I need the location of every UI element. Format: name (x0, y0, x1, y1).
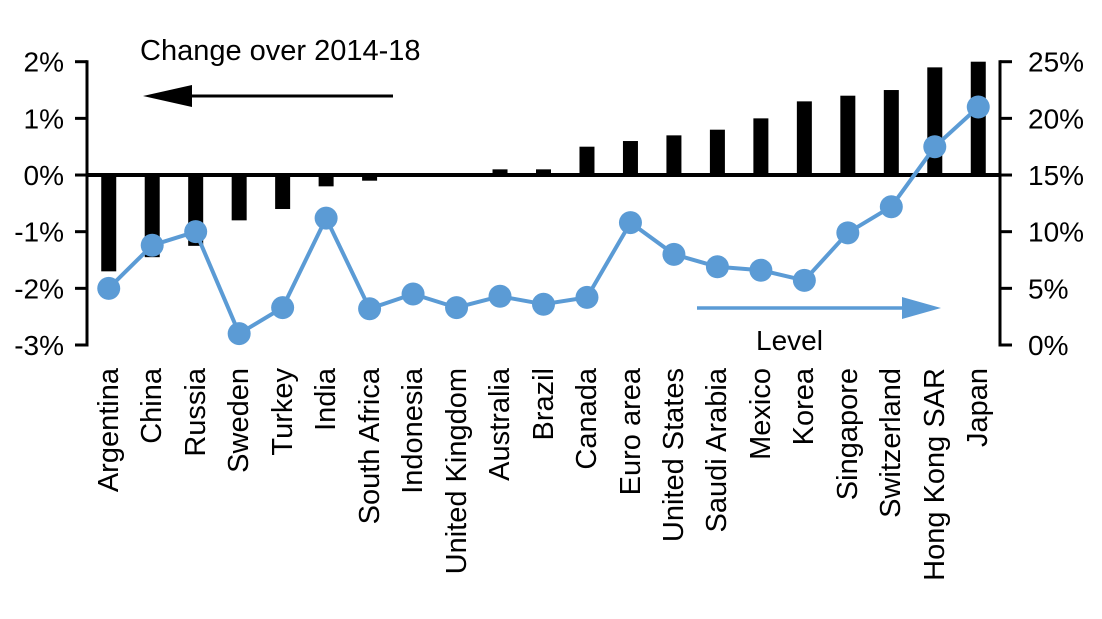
level-marker-south-africa (358, 297, 382, 321)
level-marker-saudi-arabia (705, 255, 729, 279)
right-axis-tick-label: 15% (1028, 160, 1084, 191)
x-axis-label-australia: Australia (484, 368, 516, 481)
level-marker-euro-area (618, 211, 642, 235)
level-marker-united-states (662, 242, 686, 266)
x-axis-label-china: China (136, 368, 169, 444)
level-marker-turkey (271, 296, 295, 320)
x-axis-label-euro-area: Euro area (614, 368, 647, 496)
level-marker-japan (966, 95, 990, 119)
x-axis-label-indonesia: Indonesia (397, 368, 430, 494)
level-series-label: Level (756, 325, 823, 356)
right-axis-tick-label: 20% (1028, 103, 1084, 134)
left-axis-tick-label: -3% (14, 330, 64, 361)
change-bar-switzerland (883, 90, 899, 176)
x-axis-label-korea: Korea (788, 368, 821, 446)
level-marker-india (314, 206, 338, 230)
right-axis-tick-label: 0% (1028, 330, 1068, 361)
left-axis-tick-label: 2% (24, 47, 64, 78)
level-marker-korea (792, 268, 816, 292)
change-bar-united-states (666, 135, 682, 176)
level-marker-sweden (227, 322, 251, 346)
level-marker-switzerland (879, 195, 903, 219)
x-axis-label-south-africa: South Africa (353, 368, 386, 525)
x-axis-label-japan: Japan (962, 368, 995, 448)
change-bar-hong-kong-sar (927, 67, 943, 176)
level-marker-indonesia (401, 282, 425, 306)
x-axis-label-united-states: United States (657, 368, 690, 543)
x-axis-label-argentina: Argentina (92, 368, 125, 493)
x-axis-label-hong-kong-sar: Hong Kong SAR (918, 368, 951, 581)
level-marker-argentina (97, 276, 121, 300)
x-axis-label-sweden: Sweden (223, 368, 256, 473)
change-bar-argentina (101, 175, 117, 272)
level-marker-united-kingdom (445, 296, 469, 320)
level-marker-mexico (749, 258, 773, 282)
left-axis-tick-label: -2% (14, 273, 64, 304)
level-marker-hong-kong-sar (923, 135, 947, 159)
x-axis-label-mexico: Mexico (744, 368, 777, 460)
level-marker-china (140, 233, 164, 257)
level-marker-canada (575, 285, 599, 309)
change-bar-india (318, 175, 334, 187)
change-bar-canada (579, 146, 595, 176)
chart-title: Change over 2014-18 (140, 35, 421, 67)
change-arrow-head (143, 85, 192, 107)
x-axis-label-saudi-arabia: Saudi Arabia (701, 368, 734, 533)
change-bar-mexico (753, 118, 769, 176)
change-bar-sweden (231, 175, 247, 221)
change-bar-turkey (275, 175, 291, 210)
change-bar-south-africa (362, 175, 378, 181)
level-marker-australia (488, 284, 512, 308)
change-bar-korea (796, 101, 812, 176)
right-axis-tick-label: 25% (1028, 47, 1084, 78)
x-axis-label-india: India (310, 368, 343, 431)
x-axis-label-brazil: Brazil (527, 368, 560, 441)
change-bar-saudi-arabia (709, 129, 725, 176)
change-bar-australia (492, 169, 508, 176)
right-axis-tick-label: 10% (1028, 217, 1084, 248)
x-axis-label-russia: Russia (179, 368, 212, 457)
x-axis-label-united-kingdom: United Kingdom (440, 368, 473, 575)
left-axis-tick-label: 0% (24, 160, 64, 191)
level-marker-singapore (836, 221, 860, 245)
right-axis-tick-label: 5% (1028, 273, 1068, 304)
level-arrow-head (902, 297, 941, 319)
level-marker-russia (184, 220, 208, 244)
change-bar-brazil (536, 169, 551, 176)
left-axis-tick-label: -1% (14, 217, 64, 248)
change-bar-singapore (840, 95, 856, 176)
x-axis-label-switzerland: Switzerland (875, 368, 908, 518)
x-axis-label-canada: Canada (571, 368, 603, 470)
change-bar-euro-area (622, 141, 638, 176)
x-axis-label-turkey: Turkey (266, 368, 299, 456)
left-axis-tick-label: 1% (24, 103, 64, 134)
level-marker-brazil (532, 292, 555, 316)
x-axis-label-singapore: Singapore (831, 368, 864, 501)
